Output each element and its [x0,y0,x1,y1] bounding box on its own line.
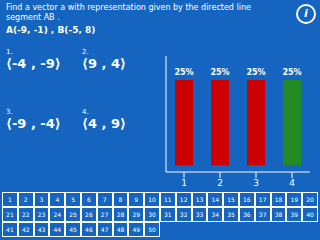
html-text:34: 34 [211,211,220,218]
html-text:42: 42 [21,226,30,233]
html-text:25: 25 [69,211,77,218]
svg-text:25%: 25% [282,68,301,77]
html-text:⟨-9 , -4⟩: ⟨-9 , -4⟩ [6,116,61,131]
html-text:13: 13 [195,196,204,203]
html-text:40: 40 [306,211,314,218]
html-text:9: 9 [134,196,139,203]
html-text:22: 22 [21,211,30,218]
html-text:10: 10 [148,196,156,203]
html-text:2: 2 [23,196,28,203]
html-text:24: 24 [53,211,62,218]
html-text:⟨9 , 4⟩: ⟨9 , 4⟩ [82,56,126,71]
html-text:7: 7 [102,196,107,203]
html-text:28: 28 [116,211,125,218]
html-text:41: 41 [6,226,14,233]
html-text:5: 5 [71,196,75,203]
html-text:⟨-4 , -9⟩: ⟨-4 , -9⟩ [6,56,61,71]
html-text:⟨4 , 9⟩: ⟨4 , 9⟩ [82,116,126,131]
html-text:16: 16 [243,196,251,203]
html-text:38: 38 [274,211,283,218]
html-text:4: 4 [55,196,60,203]
svg-text:2: 2 [217,178,223,188]
html-text:A(-9, -1) , B(-5, 8): A(-9, -1) , B(-5, 8) [6,25,96,35]
svg-text:1: 1 [181,178,187,188]
html-text:6: 6 [87,196,91,203]
html-text:19: 19 [290,196,299,203]
html-text:1.: 1. [6,48,13,56]
html-text:46: 46 [85,226,93,233]
html-text:45: 45 [69,226,77,233]
html-text:11: 11 [164,196,172,203]
html-text:8: 8 [118,196,123,203]
svg-text:25%: 25% [210,68,229,77]
html-text:21: 21 [6,211,14,218]
html-text:48: 48 [116,226,125,233]
html-text:26: 26 [85,211,93,218]
html-text:18: 18 [274,196,283,203]
svg-text:25%: 25% [246,68,265,77]
html-text:20: 20 [306,196,314,203]
html-text:3: 3 [39,196,44,203]
html-text:44: 44 [53,226,62,233]
html-text:35: 35 [227,211,235,218]
html-text:36: 36 [243,211,251,218]
html-text:27: 27 [100,211,109,218]
html-text:4.: 4. [82,108,89,116]
html-text:33: 33 [195,211,204,218]
html-text:30: 30 [148,211,156,218]
html-text:29: 29 [132,211,141,218]
svg-text:4: 4 [289,178,295,188]
html-text:1: 1 [8,196,12,203]
html-text:39: 39 [290,211,299,218]
html-text:Find a vector a with represent: Find a vector a with representation give… [6,3,251,22]
svg-text:25%: 25% [174,68,193,77]
html-text:3.: 3. [6,108,13,116]
html-text:14: 14 [211,196,220,203]
html-text:49: 49 [132,226,141,233]
html-text:43: 43 [37,226,46,233]
html-text:15: 15 [227,196,235,203]
html-text:12: 12 [179,196,188,203]
html-text:i: i [304,7,308,20]
html-text:23: 23 [37,211,46,218]
svg-text:3: 3 [253,178,259,188]
html-text:2.: 2. [82,48,89,56]
html-text:32: 32 [179,211,188,218]
html-text:50: 50 [148,226,156,233]
html-text:37: 37 [258,211,267,218]
html-text:31: 31 [164,211,172,218]
html-text:47: 47 [100,226,109,233]
html-text:17: 17 [258,196,267,203]
